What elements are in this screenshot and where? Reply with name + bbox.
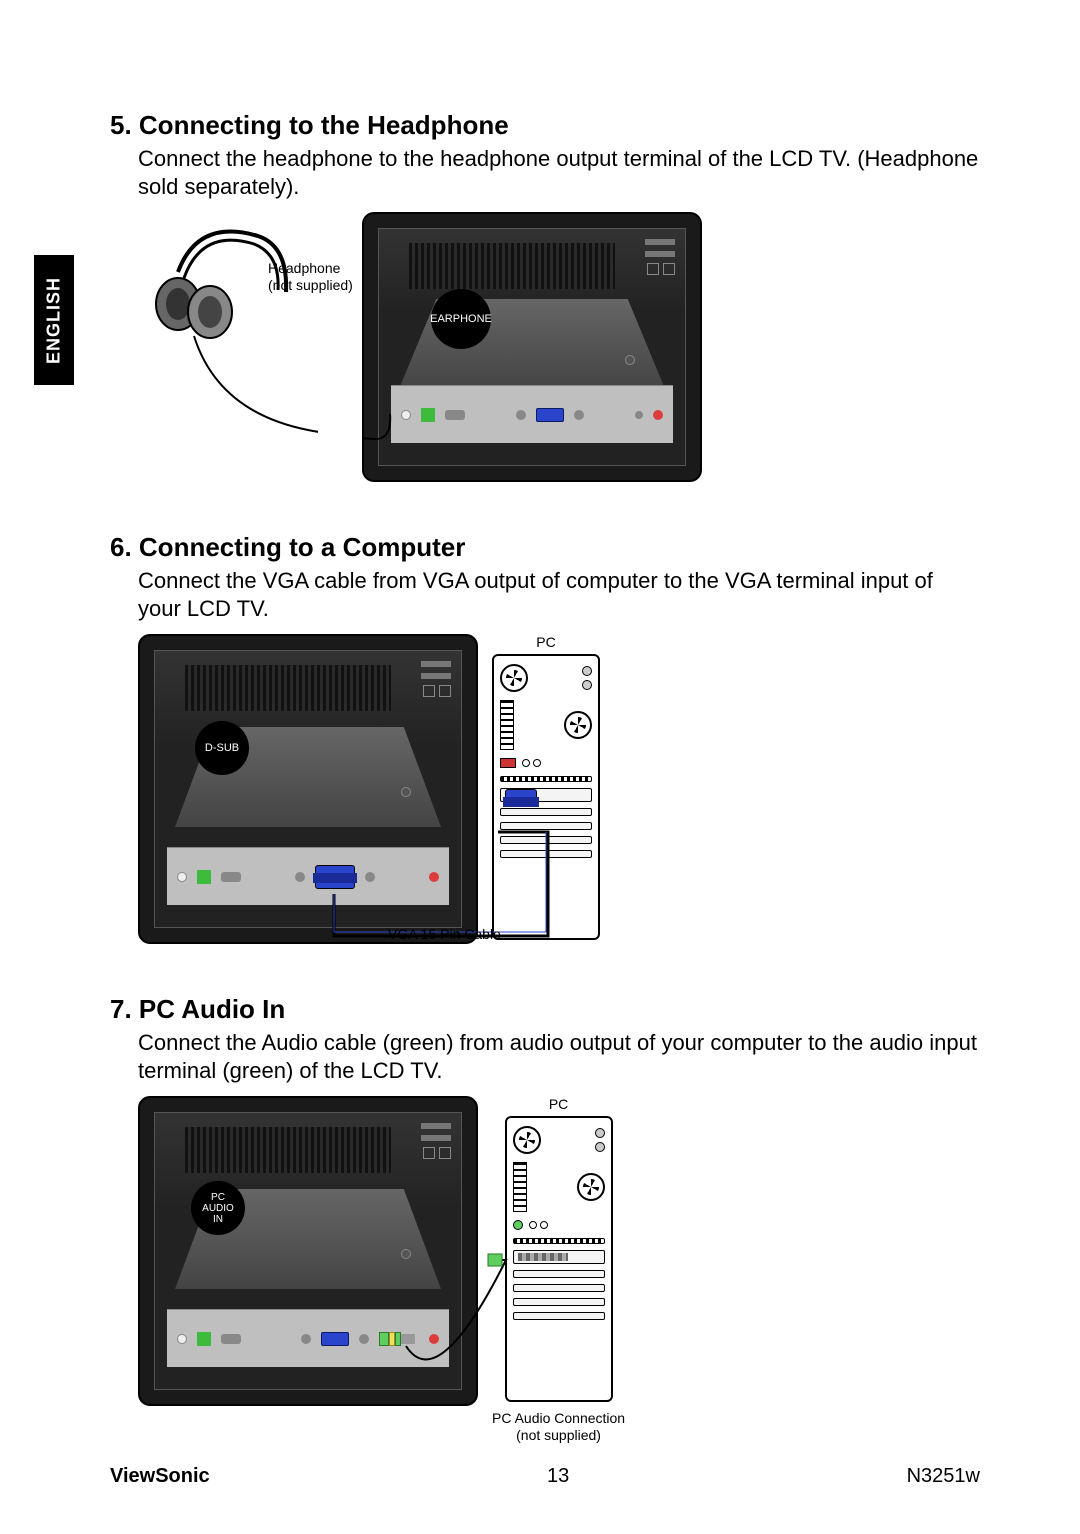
language-tab: ENGLISH — [34, 255, 74, 385]
audio-port-pc — [513, 1220, 523, 1230]
headphone-illustration — [138, 212, 318, 482]
pc-fan-icon — [500, 664, 528, 692]
headphone-label-1: Headphone — [268, 260, 353, 277]
pc-fan-icon — [564, 711, 592, 739]
section5-diagram: Headphone (not supplied) EARPHONE — [138, 212, 980, 482]
audio-caption-2: (not supplied) — [516, 1427, 601, 1444]
pc-header-1: PC — [536, 634, 555, 650]
dsub-bubble: D-SUB — [195, 721, 249, 775]
tv-rear-panel-1: EARPHONE — [362, 212, 702, 482]
pc-rear-panel-2 — [505, 1116, 613, 1402]
audio-port-tv — [379, 1332, 419, 1346]
section-computer: 6. Connecting to a Computer Connect the … — [110, 532, 980, 944]
section7-title: 7. PC Audio In — [110, 994, 980, 1025]
footer-brand: ViewSonic — [110, 1465, 210, 1488]
section7-diagram: PC AUDIO IN — [138, 1096, 980, 1444]
section6-diagram: D-SUB PC — [138, 634, 980, 944]
section5-body: Connect the headphone to the headphone o… — [138, 145, 980, 200]
section-pc-audio: 7. PC Audio In Connect the Audio cable (… — [110, 994, 980, 1444]
pcaudio-bubble: PC AUDIO IN — [191, 1181, 245, 1235]
page-footer: ViewSonic 13 N3251w — [110, 1465, 980, 1488]
pc-rear-panel-1 — [492, 654, 600, 940]
footer-model: N3251w — [907, 1465, 980, 1488]
footer-page-number: 13 — [547, 1465, 569, 1488]
section-headphone: 5. Connecting to the Headphone Connect t… — [110, 110, 980, 482]
vga-cable-label: VGA 15 Pin Cable — [388, 926, 501, 942]
section5-title: 5. Connecting to the Headphone — [110, 110, 980, 141]
tv-rear-panel-3: PC AUDIO IN — [138, 1096, 478, 1406]
pc-header-2: PC — [549, 1096, 568, 1112]
pc-fan-icon — [577, 1173, 605, 1201]
section6-title: 6. Connecting to a Computer — [110, 532, 980, 563]
vga-port-pc — [505, 789, 537, 801]
section7-body: Connect the Audio cable (green) from aud… — [138, 1029, 980, 1084]
section6-body: Connect the VGA cable from VGA output of… — [138, 567, 980, 622]
tv-rear-panel-2: D-SUB — [138, 634, 478, 944]
audio-caption-1: PC Audio Connection — [492, 1410, 625, 1427]
earphone-bubble: EARPHONE — [431, 289, 491, 349]
headphone-label-2: (not supplied) — [268, 277, 353, 294]
vga-port-tv — [315, 865, 355, 889]
pc-fan-icon — [513, 1126, 541, 1154]
